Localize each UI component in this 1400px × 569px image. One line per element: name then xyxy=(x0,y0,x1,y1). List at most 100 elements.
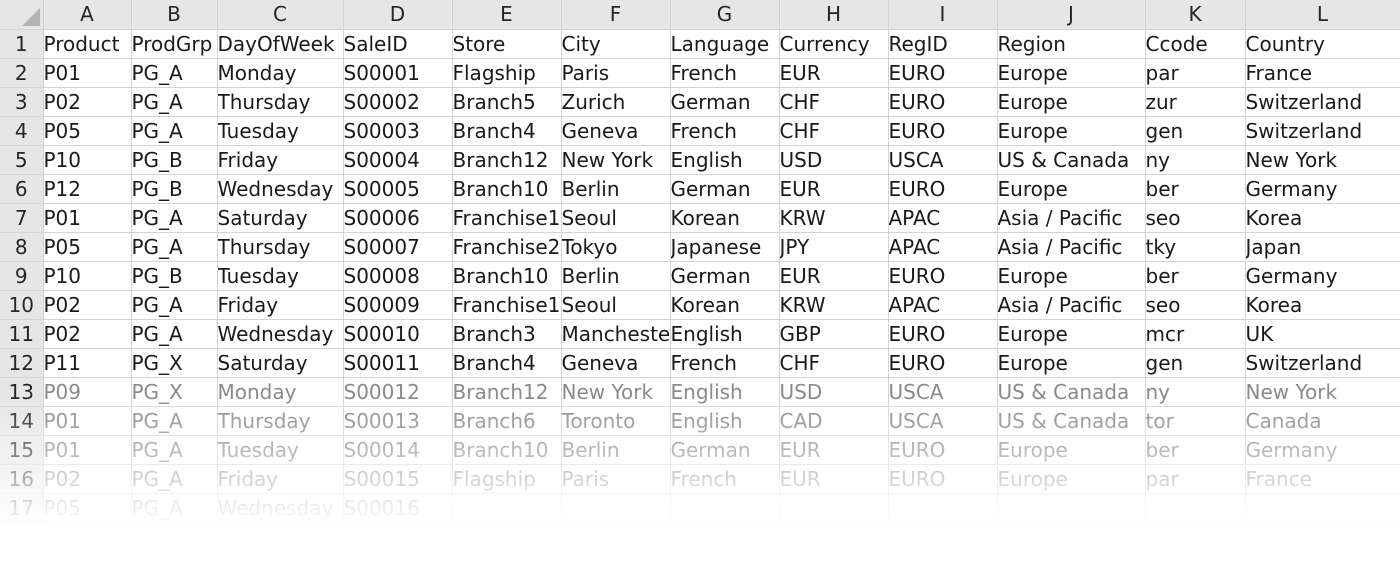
cell-g6[interactable]: German xyxy=(670,174,780,204)
cell-h17[interactable] xyxy=(779,493,889,523)
row-header[interactable]: 7 xyxy=(0,203,44,233)
cell-g8[interactable]: Japanese xyxy=(670,232,780,262)
cell-a1[interactable]: Product xyxy=(43,29,132,59)
cell-d15[interactable]: S00014 xyxy=(343,435,453,465)
row-header[interactable]: 2 xyxy=(0,58,44,88)
cell-l14[interactable]: Canada xyxy=(1245,406,1400,436)
cell-i10[interactable]: APAC xyxy=(888,290,998,320)
cell-k13[interactable]: ny xyxy=(1145,377,1246,407)
cell-d7[interactable]: S00006 xyxy=(343,203,453,233)
cell-h11[interactable]: GBP xyxy=(779,319,889,349)
cell-j5[interactable]: US & Canada xyxy=(997,145,1146,175)
cell-a15[interactable]: P01 xyxy=(43,435,132,465)
cell-h16[interactable]: EUR xyxy=(779,464,889,494)
cell-j12[interactable]: Europe xyxy=(997,348,1146,378)
cell-l7[interactable]: Korea xyxy=(1245,203,1400,233)
cell-h7[interactable]: KRW xyxy=(779,203,889,233)
cell-d9[interactable]: S00008 xyxy=(343,261,453,291)
cell-e8[interactable]: Franchise2 xyxy=(452,232,562,262)
cell-c3[interactable]: Thursday xyxy=(217,87,344,117)
cell-c4[interactable]: Tuesday xyxy=(217,116,344,146)
cell-h8[interactable]: JPY xyxy=(779,232,889,262)
cell-i15[interactable]: EURO xyxy=(888,435,998,465)
cell-e7[interactable]: Franchise1 xyxy=(452,203,562,233)
cell-l4[interactable]: Switzerland xyxy=(1245,116,1400,146)
cell-e17[interactable] xyxy=(452,493,562,523)
cell-l12[interactable]: Switzerland xyxy=(1245,348,1400,378)
cell-e5[interactable]: Branch12 xyxy=(452,145,562,175)
cell-f15[interactable]: Berlin xyxy=(561,435,671,465)
cell-l6[interactable]: Germany xyxy=(1245,174,1400,204)
cell-k7[interactable]: seo xyxy=(1145,203,1246,233)
row-header[interactable]: 16 xyxy=(0,464,44,494)
column-header-j[interactable]: J xyxy=(997,0,1146,30)
cell-a3[interactable]: P02 xyxy=(43,87,132,117)
cell-d1[interactable]: SaleID xyxy=(343,29,453,59)
cell-j16[interactable]: Europe xyxy=(997,464,1146,494)
cell-e4[interactable]: Branch4 xyxy=(452,116,562,146)
cell-g1[interactable]: Language xyxy=(670,29,780,59)
row-header[interactable]: 14 xyxy=(0,406,44,436)
cell-a6[interactable]: P12 xyxy=(43,174,132,204)
cell-e12[interactable]: Branch4 xyxy=(452,348,562,378)
cell-j1[interactable]: Region xyxy=(997,29,1146,59)
cell-f10[interactable]: Seoul xyxy=(561,290,671,320)
cell-f17[interactable] xyxy=(561,493,671,523)
cell-b9[interactable]: PG_B xyxy=(131,261,218,291)
select-all-corner[interactable] xyxy=(0,0,44,30)
cell-c6[interactable]: Wednesday xyxy=(217,174,344,204)
cell-c15[interactable]: Tuesday xyxy=(217,435,344,465)
cell-g17[interactable] xyxy=(670,493,780,523)
cell-a13[interactable]: P09 xyxy=(43,377,132,407)
cell-b7[interactable]: PG_A xyxy=(131,203,218,233)
cell-k5[interactable]: ny xyxy=(1145,145,1246,175)
cell-a4[interactable]: P05 xyxy=(43,116,132,146)
cell-i17[interactable] xyxy=(888,493,998,523)
column-header-g[interactable]: G xyxy=(670,0,780,30)
row-header[interactable]: 13 xyxy=(0,377,44,407)
cell-d12[interactable]: S00011 xyxy=(343,348,453,378)
cell-k2[interactable]: par xyxy=(1145,58,1246,88)
cell-g2[interactable]: French xyxy=(670,58,780,88)
cell-k14[interactable]: tor xyxy=(1145,406,1246,436)
cell-j8[interactable]: Asia / Pacific xyxy=(997,232,1146,262)
cell-l2[interactable]: France xyxy=(1245,58,1400,88)
cell-h1[interactable]: Currency xyxy=(779,29,889,59)
cell-k15[interactable]: ber xyxy=(1145,435,1246,465)
cell-f1[interactable]: City xyxy=(561,29,671,59)
column-header-l[interactable]: L xyxy=(1245,0,1400,30)
cell-h10[interactable]: KRW xyxy=(779,290,889,320)
cell-h3[interactable]: CHF xyxy=(779,87,889,117)
row-header[interactable]: 3 xyxy=(0,87,44,117)
cell-d6[interactable]: S00005 xyxy=(343,174,453,204)
cell-k17[interactable] xyxy=(1145,493,1246,523)
cell-i7[interactable]: APAC xyxy=(888,203,998,233)
cell-c10[interactable]: Friday xyxy=(217,290,344,320)
cell-l13[interactable]: New York xyxy=(1245,377,1400,407)
cell-d3[interactable]: S00002 xyxy=(343,87,453,117)
row-header[interactable]: 5 xyxy=(0,145,44,175)
cell-l9[interactable]: Germany xyxy=(1245,261,1400,291)
cell-l5[interactable]: New York xyxy=(1245,145,1400,175)
cell-h5[interactable]: USD xyxy=(779,145,889,175)
cell-f9[interactable]: Berlin xyxy=(561,261,671,291)
cell-a16[interactable]: P02 xyxy=(43,464,132,494)
cell-k10[interactable]: seo xyxy=(1145,290,1246,320)
cell-b14[interactable]: PG_A xyxy=(131,406,218,436)
cell-e14[interactable]: Branch6 xyxy=(452,406,562,436)
cell-d16[interactable]: S00015 xyxy=(343,464,453,494)
cell-g7[interactable]: Korean xyxy=(670,203,780,233)
row-header[interactable]: 9 xyxy=(0,261,44,291)
cell-k8[interactable]: tky xyxy=(1145,232,1246,262)
cell-k6[interactable]: ber xyxy=(1145,174,1246,204)
cell-f6[interactable]: Berlin xyxy=(561,174,671,204)
cell-f13[interactable]: New York xyxy=(561,377,671,407)
cell-c11[interactable]: Wednesday xyxy=(217,319,344,349)
cell-f16[interactable]: Paris xyxy=(561,464,671,494)
row-header[interactable]: 1 xyxy=(0,29,44,59)
cell-b5[interactable]: PG_B xyxy=(131,145,218,175)
cell-h12[interactable]: CHF xyxy=(779,348,889,378)
cell-g16[interactable]: French xyxy=(670,464,780,494)
cell-g9[interactable]: German xyxy=(670,261,780,291)
cell-b8[interactable]: PG_A xyxy=(131,232,218,262)
